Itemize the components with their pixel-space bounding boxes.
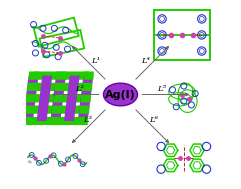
- Polygon shape: [78, 117, 88, 125]
- Text: L¹: L¹: [91, 57, 100, 65]
- Polygon shape: [64, 76, 80, 121]
- Polygon shape: [53, 94, 64, 102]
- Polygon shape: [80, 94, 91, 102]
- Text: L⁶: L⁶: [149, 115, 158, 124]
- Polygon shape: [32, 83, 87, 91]
- Polygon shape: [83, 71, 94, 80]
- Text: Ag(I): Ag(I): [105, 90, 136, 99]
- Polygon shape: [27, 83, 38, 91]
- Polygon shape: [82, 83, 93, 91]
- Polygon shape: [29, 105, 85, 114]
- Polygon shape: [52, 105, 62, 114]
- Text: Ag: Ag: [28, 160, 33, 163]
- Polygon shape: [50, 76, 66, 121]
- Text: L³: L³: [83, 115, 92, 124]
- Polygon shape: [37, 76, 52, 121]
- Ellipse shape: [103, 83, 138, 106]
- Polygon shape: [24, 105, 35, 114]
- Text: L²: L²: [75, 85, 84, 93]
- Polygon shape: [50, 117, 61, 125]
- Polygon shape: [56, 71, 67, 80]
- Text: L⁴: L⁴: [141, 57, 150, 65]
- Polygon shape: [23, 117, 33, 125]
- Polygon shape: [54, 83, 65, 91]
- Polygon shape: [79, 105, 90, 114]
- Polygon shape: [26, 94, 36, 102]
- Polygon shape: [23, 76, 39, 121]
- Text: L⁵: L⁵: [157, 85, 166, 93]
- Polygon shape: [78, 76, 93, 121]
- Polygon shape: [28, 117, 83, 125]
- Polygon shape: [29, 71, 39, 80]
- Polygon shape: [33, 71, 89, 80]
- Polygon shape: [31, 94, 86, 102]
